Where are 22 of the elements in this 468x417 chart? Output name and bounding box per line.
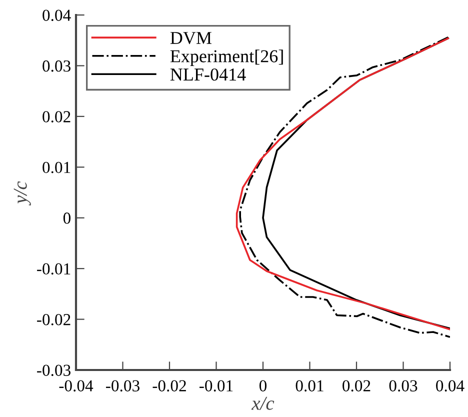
x-tick-label: 0 — [259, 380, 267, 392]
y-tick-label: 0 — [63, 212, 71, 224]
y-tick-label: -0.01 — [37, 263, 70, 275]
legend-label: DVM — [170, 32, 212, 44]
y-tick-label: 0.03 — [42, 60, 70, 72]
y-tick-label: 0.02 — [42, 111, 70, 122]
x-tick-label: -0.04 — [59, 380, 94, 392]
x-tick-label: -0.01 — [200, 380, 233, 392]
y-tick-label: 0.01 — [42, 162, 70, 174]
y-tick-label: -0.03 — [37, 364, 70, 376]
x-tick-label: 0.01 — [296, 380, 324, 392]
y-tick-label: -0.02 — [37, 314, 70, 326]
y-tick-label: 0.04 — [42, 10, 71, 22]
x-tick-label: -0.02 — [152, 380, 186, 392]
x-axis-title: x/c — [251, 396, 274, 410]
x-tick-label: -0.03 — [106, 380, 140, 392]
x-tick-label: 0.04 — [436, 380, 464, 392]
y-axis-title: y/c — [14, 181, 31, 206]
x-tick-label: 0.02 — [342, 380, 370, 392]
legend-label: Experiment[26] — [170, 50, 283, 66]
x-tick-label: 0.03 — [389, 380, 418, 392]
legend-label: NLF-0414 — [170, 68, 246, 81]
